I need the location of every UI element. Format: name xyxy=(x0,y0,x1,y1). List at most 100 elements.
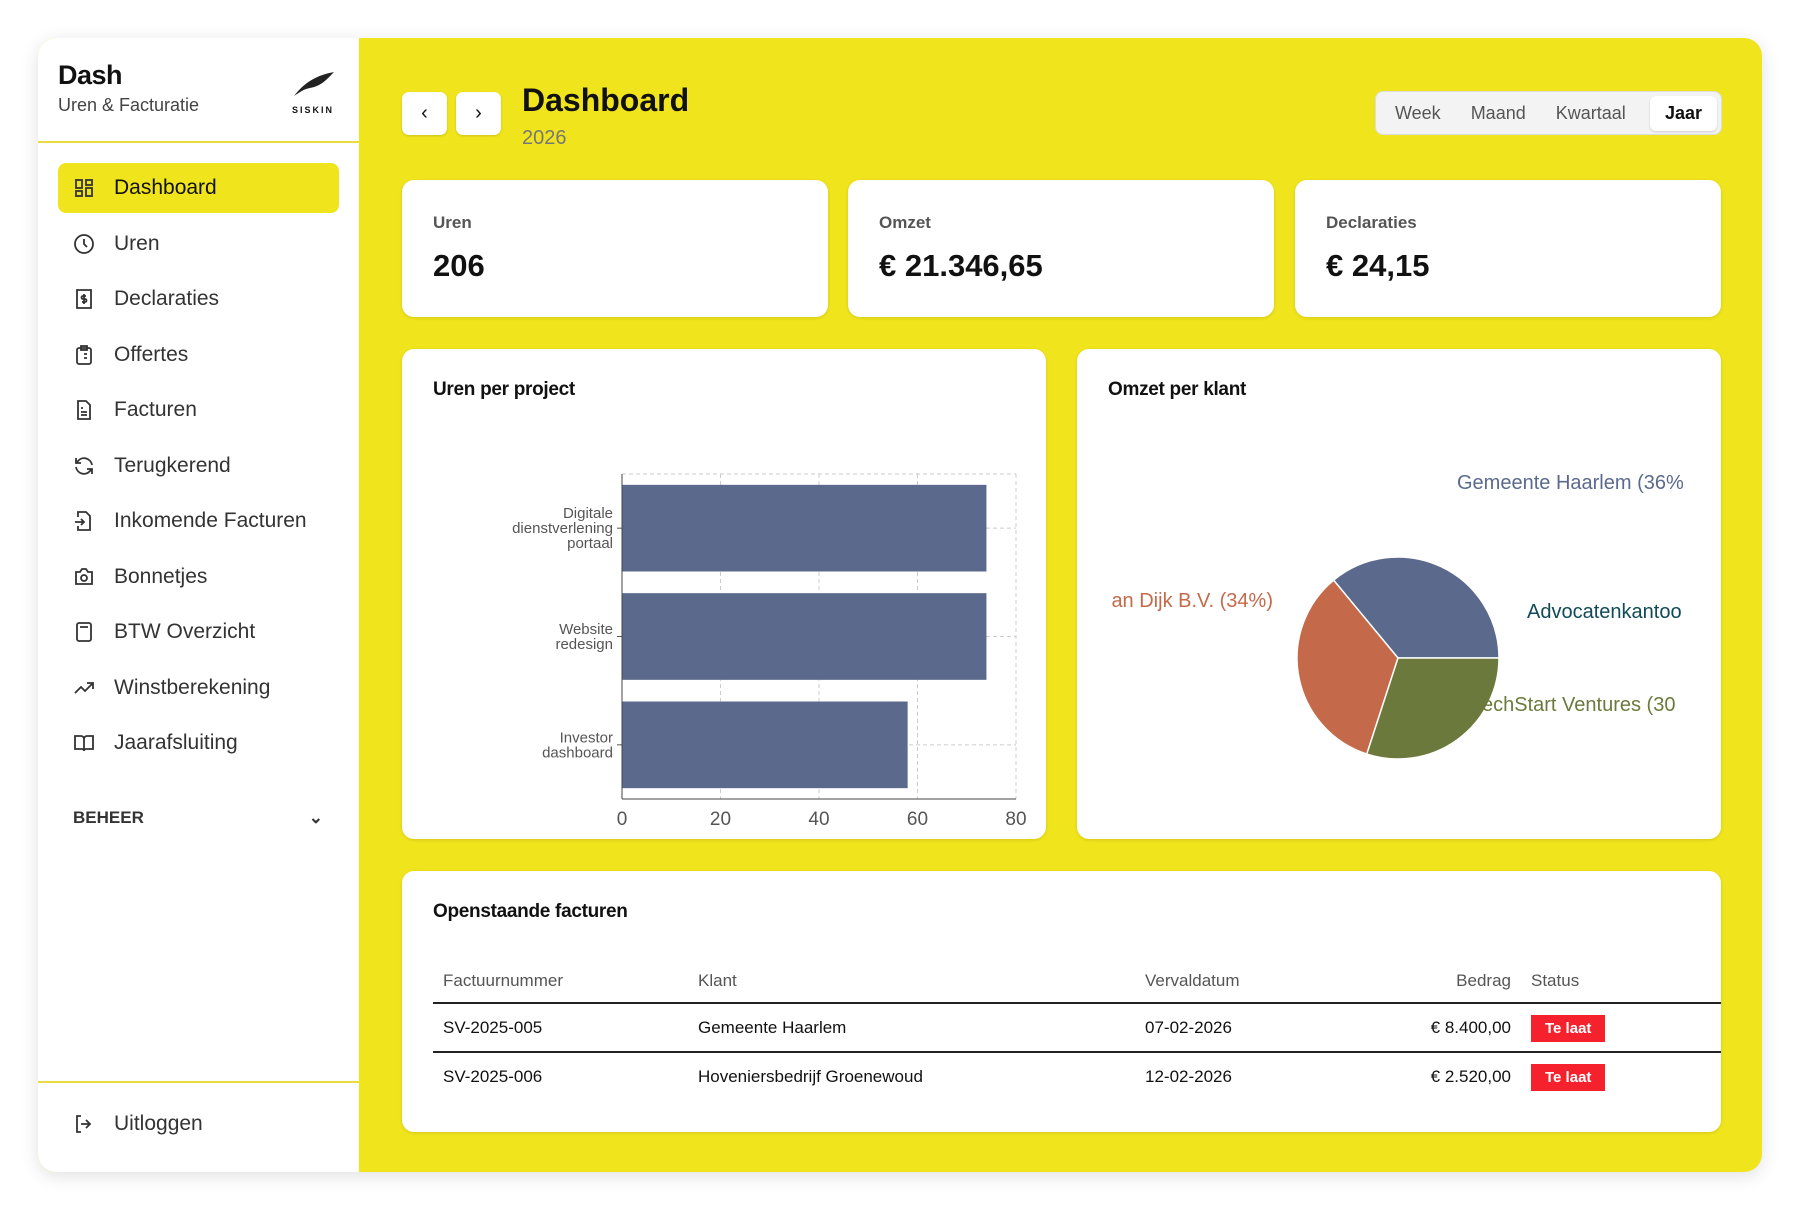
status-badge: Te laat xyxy=(1531,1064,1606,1091)
pie-slice[interactable] xyxy=(1332,556,1500,659)
stat-label: Declaraties xyxy=(1326,213,1417,232)
page-title: Dashboard xyxy=(522,82,690,118)
bar[interactable] xyxy=(622,484,987,572)
sidebar-item-uren[interactable]: Uren xyxy=(58,219,339,269)
trending-up-icon xyxy=(74,681,94,694)
sidebar: Dash Uren & Facturatie SISKIN Dashboard U… xyxy=(38,38,359,1172)
sidebar-item-label: Dashboard xyxy=(114,176,217,199)
invoice-status: Te laat xyxy=(1521,1003,1721,1053)
sidebar-item-bonnetjes[interactable]: Bonnetjes xyxy=(58,552,339,602)
clock-icon xyxy=(74,233,94,254)
invoice-number: SV-2025-005 xyxy=(433,1003,688,1053)
y-tick-label: Investor dashboard xyxy=(542,729,613,761)
sidebar-item-label: BTW Overzicht xyxy=(114,620,256,643)
book-icon xyxy=(74,735,94,752)
app-subtitle: Uren & Facturatie xyxy=(58,95,200,115)
pie-slice[interactable] xyxy=(1365,657,1500,760)
chevron-left-icon: ‹ xyxy=(421,102,428,124)
next-period-button[interactable]: › xyxy=(456,92,501,135)
sidebar-item-label: Jaarafsluiting xyxy=(114,731,238,754)
invoices-table: Factuurnummer Klant Vervaldatum Bedrag S… xyxy=(433,959,1721,1101)
divider xyxy=(38,141,359,143)
calculator-icon xyxy=(76,622,92,642)
section-title: Openstaande facturen xyxy=(433,901,628,922)
sidebar-item-jaarafsluiting[interactable]: Jaarafsluiting xyxy=(58,718,339,768)
sidebar-item-facturen[interactable]: Facturen xyxy=(58,385,339,435)
sidebar-item-winstberekening[interactable]: Winstberekening xyxy=(58,663,339,713)
column-header: Vervaldatum xyxy=(1135,959,1335,1004)
period-tab-maand[interactable]: Maand xyxy=(1470,102,1526,123)
chart-title: Omzet per klant xyxy=(1108,379,1247,400)
invoice-due-date: 12-02-2026 xyxy=(1145,1067,1232,1086)
period-tab-jaar[interactable]: Jaar xyxy=(1649,95,1717,131)
sidebar-item-inkomende-facturen[interactable]: Inkomende Facturen xyxy=(58,496,339,546)
chevron-right-icon: › xyxy=(475,102,482,124)
sidebar-item-label: Inkomende Facturen xyxy=(114,509,307,532)
invoice-client: Gemeente Haarlem xyxy=(688,1003,1135,1053)
sidebar-item-btw-overzicht[interactable]: BTW Overzicht xyxy=(58,607,339,657)
sidebar-item-label: Bonnetjes xyxy=(114,564,208,588)
refresh-icon xyxy=(75,456,93,475)
bar[interactable] xyxy=(622,701,908,789)
sidebar-item-dashboard[interactable]: Dashboard xyxy=(58,163,339,213)
pie-label: Advocatenkantoo xyxy=(1527,601,1682,623)
logout-button[interactable]: Uitloggen xyxy=(72,1112,203,1136)
pie-label: an Dijk B.V. (34%) xyxy=(1111,590,1273,612)
invoice-amount: € 8.400,00 xyxy=(1335,1003,1521,1053)
invoice-status: Te laat xyxy=(1521,1052,1721,1101)
logout-label: Uitloggen xyxy=(114,1112,203,1135)
stat-label: Omzet xyxy=(879,213,931,232)
sidebar-item-label: Uren xyxy=(114,231,160,255)
invoice-number: SV-2025-006 xyxy=(443,1067,543,1086)
prev-period-button[interactable]: ‹ xyxy=(402,92,447,135)
period-selector: Week Maand Kwartaal Jaar xyxy=(1375,91,1722,135)
bar[interactable] xyxy=(622,593,987,680)
page-subtitle: 2026 xyxy=(522,127,567,149)
table-row[interactable]: SV-2025-006 Hoveniersbedrijf Groenewoud … xyxy=(433,1052,1721,1101)
column-header: Klant xyxy=(688,959,1135,1004)
x-tick-label: 60 xyxy=(907,809,928,830)
page-header: Dashboard 2026 xyxy=(522,82,689,150)
column-header: Factuurnummer xyxy=(433,959,688,1004)
sidebar-item-declaraties[interactable]: Declaraties xyxy=(58,274,339,324)
pie-label: Gemeente Haarlem (36% xyxy=(1457,472,1684,494)
sidebar-item-terugkerend[interactable]: Terugkerend xyxy=(58,441,339,491)
period-tab-kwartaal[interactable]: Kwartaal xyxy=(1555,102,1626,123)
section-label: BEHEER xyxy=(73,808,144,827)
open-invoices-card: Openstaande facturen Factuurnummer Klant… xyxy=(402,871,1721,1132)
receipt-icon xyxy=(76,289,92,309)
section-beheer-toggle[interactable]: BEHEER ⌄ xyxy=(73,808,323,828)
pie-chart: Gemeente Haarlem (36% an Dijk B.V. (34%) T… xyxy=(1111,472,1684,760)
y-tick-label: Digitale dienstverlening portaal xyxy=(512,505,613,552)
table-row[interactable]: SV-2025-005 Gemeente Haarlem 07-02-2026 … xyxy=(433,1003,1721,1053)
pie-slice[interactable] xyxy=(1296,579,1399,756)
y-tick-label: Website redesign xyxy=(555,621,613,653)
x-tick-label: 20 xyxy=(710,809,731,830)
logout-icon xyxy=(76,1115,92,1133)
stat-card-declaraties: Declaraties € 24,15 xyxy=(1295,180,1721,317)
sidebar-item-label: Offertes xyxy=(114,342,189,366)
period-tab-week[interactable]: Week xyxy=(1395,102,1441,123)
x-tick-label: 0 xyxy=(617,809,628,830)
sidebar-item-label: Winstberekening xyxy=(114,675,271,699)
stat-card-omzet: Omzet € 21.346,65 xyxy=(848,180,1274,317)
clipboard-icon xyxy=(76,344,92,365)
invoice-due-date: 07-02-2026 xyxy=(1135,1003,1335,1053)
file-import-icon xyxy=(75,511,91,531)
stat-card-uren: Uren 206 xyxy=(402,180,828,317)
stat-value: € 24,15 xyxy=(1326,248,1430,283)
sidebar-item-label: Terugkerend xyxy=(114,453,231,477)
sidebar-item-offertes[interactable]: Offertes xyxy=(58,330,339,380)
sidebar-item-label: Facturen xyxy=(114,398,197,421)
chart-title: Uren per project xyxy=(433,379,575,400)
siskin-logo: SISKIN xyxy=(283,68,343,115)
file-text-icon xyxy=(77,400,91,420)
app-title: Dash xyxy=(58,60,123,90)
chart-card-omzet-per-klant: Omzet per klant Gemeente Haarlem (36% an … xyxy=(1077,349,1721,839)
invoice-amount: € 2.520,00 xyxy=(1430,1067,1511,1086)
brand: Dash Uren & Facturatie xyxy=(58,60,199,116)
x-tick-label: 80 xyxy=(1005,809,1026,830)
sidebar-nav: Dashboard Uren Declaraties Offertes Facturen… xyxy=(58,163,339,774)
divider xyxy=(38,1081,359,1083)
column-header: Bedrag xyxy=(1335,959,1521,1004)
